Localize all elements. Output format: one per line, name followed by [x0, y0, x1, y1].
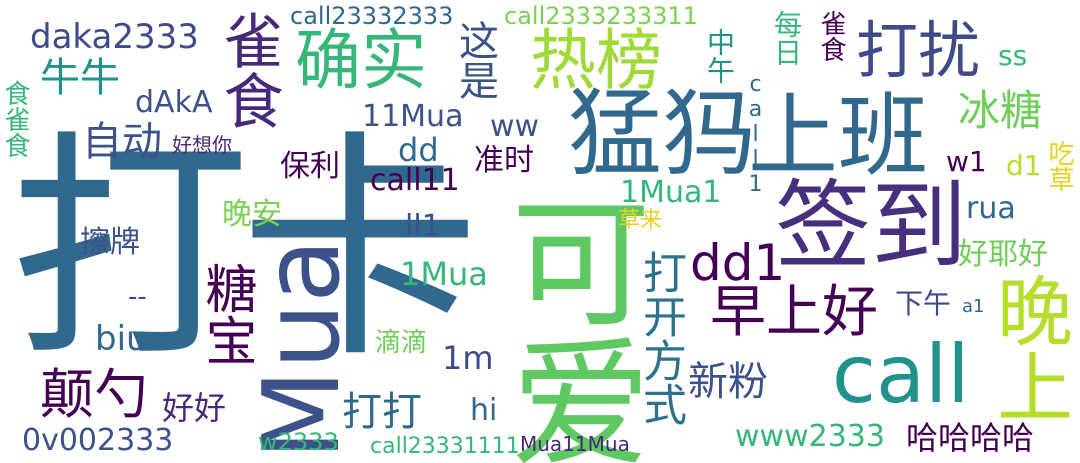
word-ss: ss — [998, 39, 1028, 72]
word-rua: rua — [966, 191, 1016, 226]
word-call23331111: call23331111 — [370, 434, 520, 459]
word-dashes: -- — [128, 282, 147, 312]
word-w2333: w2333 — [258, 428, 339, 456]
word-call: call — [832, 328, 970, 421]
word-queshi: 确实 — [295, 22, 427, 99]
word-biu: biu — [95, 319, 148, 359]
word-keai: 可爱 — [487, 190, 650, 463]
word-tangbao: 糖宝 — [196, 262, 256, 366]
word-queshi-v: 雀食 — [213, 10, 283, 130]
word-haoyehao: 好耶好 — [958, 237, 1048, 272]
word-hahahaha: 哈哈哈哈 — [906, 419, 1035, 457]
word-mua: Mua — [241, 238, 363, 460]
word-zaoshanghao: 早上好 — [710, 280, 878, 345]
word-ll1: ll1 — [405, 209, 441, 244]
word-0v002333: 0v002333 — [22, 423, 174, 458]
word-hi: hi — [470, 393, 498, 428]
word-zheshi: 这是 — [452, 20, 498, 100]
word-zidong: 自动 — [82, 119, 162, 165]
word-dianshao: 颠勺 — [40, 363, 148, 426]
word-call11: call11 — [370, 163, 460, 198]
word-niuniu: 牛牛 — [40, 55, 120, 101]
word-xiawu: 下午 — [895, 287, 952, 320]
word-ww: ww — [490, 109, 540, 144]
word-darao: 打扰 — [856, 14, 981, 87]
word-11mua: 11Mua — [362, 99, 464, 134]
word-daka2333: daka2333 — [30, 17, 199, 57]
word-1mua: 1Mua — [400, 255, 488, 293]
word-wanshang: 晚上 — [984, 272, 1073, 424]
word-wanan: 晚安 — [222, 197, 282, 232]
word-w1: w1 — [946, 145, 987, 178]
word-call1: call1 — [743, 72, 768, 197]
word-baoli: 保利 — [280, 149, 340, 184]
word-qiandao: 签到 — [775, 170, 967, 282]
word-capai: 擦牌 — [80, 225, 140, 260]
word-mua11mua: Mua11Mua — [520, 432, 630, 456]
word-haoxiangni: 好想你 — [172, 133, 232, 157]
word-chicao: 吃草 — [1044, 140, 1074, 192]
word-call2333233311: call2333233311 — [504, 2, 698, 30]
word-call23332333: call23332333 — [290, 2, 454, 30]
word-meiri: 每日 — [770, 10, 803, 66]
word-daka: 打卡 — [10, 110, 480, 390]
word-shiqueshi: 食雀食 — [0, 80, 30, 158]
word-1mua1: 1Mua1 — [620, 175, 722, 210]
word-dada: 打打 — [342, 389, 422, 435]
word-zhunshi: 准时 — [474, 143, 534, 178]
word-rebang: 热榜 — [530, 22, 662, 99]
word-daka-mixed: dAkA — [135, 85, 213, 120]
word-didi: 滴滴 — [375, 328, 428, 358]
word-bingtang: 冰糖 — [958, 86, 1043, 135]
word-www2333: www2333 — [735, 419, 885, 454]
word-a1: a1 — [962, 296, 985, 317]
word-dd: dd — [398, 131, 439, 169]
word-queshi-small: 雀食 — [816, 10, 846, 62]
word-mengma: 猛犸 — [568, 80, 757, 189]
word-d1: d1 — [1006, 149, 1042, 182]
word-dd1: dd1 — [690, 234, 786, 292]
word-caolai: 草来 — [618, 208, 663, 233]
word-shangban: 上班 — [748, 84, 928, 189]
word-1m: 1m — [442, 339, 494, 377]
word-zhongwu: 中午 — [703, 28, 736, 84]
word-dakaifangshi: 打开方式 — [635, 250, 686, 426]
word-xinfen: 新粉 — [688, 359, 768, 405]
word-haohao: 好好 — [162, 389, 227, 427]
